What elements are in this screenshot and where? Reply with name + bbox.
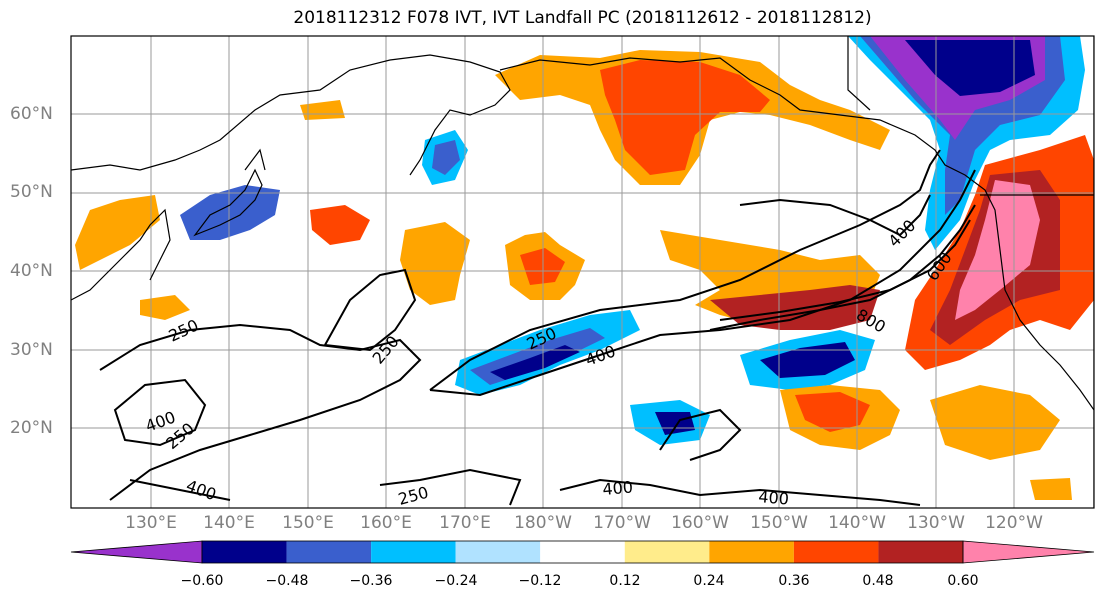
contour-400-south (559, 478, 921, 506)
lat-label: 40°N (10, 261, 53, 281)
contour-250-band (429, 149, 941, 391)
colorbar-tick-label: 0.24 (693, 573, 725, 589)
colorbar-tick-label: −0.24 (434, 573, 478, 589)
colorbar-cell (286, 541, 372, 563)
pos-west-3 (140, 295, 190, 320)
colorbar-cell (202, 541, 287, 563)
map-frame (70, 35, 1095, 509)
contour-400-west (113, 378, 207, 447)
colorbar-cell (70, 540, 203, 564)
colorbar-cell (709, 541, 794, 563)
map-title: 2018112312 F078 IVT, IVT Landfall PC (20… (293, 8, 872, 28)
lon-label: 180°W (514, 513, 572, 533)
colorbar-tick-label: −0.48 (265, 573, 309, 589)
neg-blob-east-2 (760, 342, 855, 378)
lon-label: 140°W (828, 513, 886, 533)
colorbar-tick-label: −0.60 (180, 573, 224, 589)
contour-250-west (99, 323, 422, 501)
pos-region-bering-2 (600, 60, 770, 175)
lon-label: 130°E (125, 513, 177, 533)
pos-patch-4 (300, 100, 345, 120)
colorbar-cell (455, 541, 541, 563)
colorbar-tick-label: 0.12 (609, 573, 641, 589)
neg-kamchatka-2 (432, 140, 460, 175)
ivt-contours (99, 149, 976, 506)
pos-band-east-2 (710, 285, 880, 330)
colorbar-cell (962, 540, 1095, 564)
colorbar-cells (70, 540, 1095, 564)
lon-label: 140°E (203, 513, 255, 533)
neg-region-ne-4 (905, 40, 1035, 96)
graticule (71, 36, 1094, 508)
lon-label: 150°W (750, 513, 808, 533)
contour-label: 400 (758, 487, 790, 509)
pos-west-1 (75, 195, 160, 270)
colorbar-cell (878, 541, 963, 563)
pos-se-2 (930, 385, 1060, 460)
contour-250-south (379, 468, 522, 506)
colorbar-cell (793, 541, 879, 563)
lon-label: 150°E (282, 513, 334, 533)
coastlines (71, 36, 1094, 508)
colorbar-cell (540, 541, 625, 563)
map-background (71, 36, 1094, 508)
colorbar-cell (371, 541, 456, 563)
lon-label: 170°E (439, 513, 491, 533)
lon-label: 130°W (907, 513, 965, 533)
lon-label: 120°W (985, 513, 1043, 533)
colorbar-tick-label: 0.48 (862, 573, 894, 589)
contour-400-se (659, 408, 742, 461)
pos-blob-170e (400, 222, 470, 305)
lat-label: 20°N (10, 418, 53, 438)
colorbar-frame (201, 540, 964, 564)
colorbar-cell (624, 541, 710, 563)
colorbar-tick-label: 0.60 (947, 573, 979, 589)
colorbar-tick-label: −0.36 (349, 573, 393, 589)
pos-se-3 (1030, 478, 1072, 500)
lat-label: 60°N (10, 104, 53, 124)
contour-400-ne (739, 194, 931, 237)
contour-400-band (429, 169, 976, 397)
lat-label: 30°N (10, 340, 53, 360)
pos-west-2 (310, 205, 370, 245)
colorbar-tick-label: −0.12 (518, 573, 562, 589)
contour-400-sw (129, 479, 231, 501)
neg-band-dateline-3 (490, 345, 580, 380)
contour-250-mid (323, 268, 417, 352)
contour-800 (719, 219, 971, 321)
lon-label: 160°W (671, 513, 729, 533)
lat-label: 50°N (10, 182, 53, 202)
pos-region-uswest-3 (955, 180, 1040, 320)
contour-label: 400 (602, 477, 634, 499)
lon-label: 160°E (360, 513, 412, 533)
pos-se-1b (795, 392, 870, 432)
pc-shading (75, 36, 1094, 500)
lon-label: 170°W (593, 513, 651, 533)
colorbar-tick-label: 0.36 (778, 573, 810, 589)
